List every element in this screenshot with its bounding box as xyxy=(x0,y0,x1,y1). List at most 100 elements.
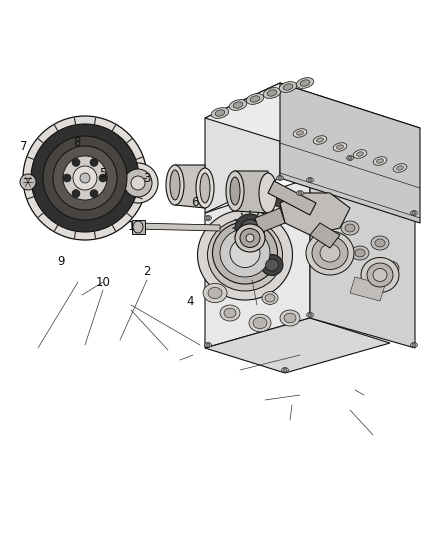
Circle shape xyxy=(412,343,416,347)
Circle shape xyxy=(206,216,210,220)
Polygon shape xyxy=(280,193,350,235)
Polygon shape xyxy=(280,83,420,223)
Ellipse shape xyxy=(262,292,278,304)
Ellipse shape xyxy=(276,175,283,181)
Ellipse shape xyxy=(293,129,307,138)
Ellipse shape xyxy=(265,259,279,271)
Ellipse shape xyxy=(220,229,270,277)
Ellipse shape xyxy=(385,264,395,272)
Circle shape xyxy=(31,124,139,232)
Ellipse shape xyxy=(246,94,264,104)
Circle shape xyxy=(80,173,90,183)
Circle shape xyxy=(308,313,312,317)
Circle shape xyxy=(298,191,302,195)
Ellipse shape xyxy=(212,222,278,284)
Ellipse shape xyxy=(355,249,365,257)
Circle shape xyxy=(72,190,80,198)
Ellipse shape xyxy=(307,177,314,182)
Circle shape xyxy=(131,176,145,190)
Ellipse shape xyxy=(336,145,343,149)
Text: 4: 4 xyxy=(187,295,194,308)
Ellipse shape xyxy=(261,254,283,276)
Text: 9: 9 xyxy=(57,255,65,268)
Ellipse shape xyxy=(265,294,275,302)
Ellipse shape xyxy=(296,78,314,88)
Ellipse shape xyxy=(333,143,347,151)
Polygon shape xyxy=(255,208,285,233)
Ellipse shape xyxy=(233,102,243,108)
Circle shape xyxy=(90,190,98,198)
Ellipse shape xyxy=(346,156,353,160)
Ellipse shape xyxy=(410,211,417,215)
Ellipse shape xyxy=(220,305,240,321)
Ellipse shape xyxy=(166,165,184,205)
Ellipse shape xyxy=(377,159,383,163)
Circle shape xyxy=(124,169,152,197)
Circle shape xyxy=(412,211,416,215)
Circle shape xyxy=(53,146,117,210)
Circle shape xyxy=(90,158,98,166)
Polygon shape xyxy=(175,165,205,208)
Text: 5: 5 xyxy=(99,167,106,180)
Ellipse shape xyxy=(259,173,277,213)
Ellipse shape xyxy=(367,263,393,287)
Polygon shape xyxy=(132,220,145,234)
Ellipse shape xyxy=(280,310,300,326)
Ellipse shape xyxy=(373,157,387,165)
Ellipse shape xyxy=(211,108,229,118)
Circle shape xyxy=(63,174,71,182)
Ellipse shape xyxy=(196,168,214,208)
Text: 6: 6 xyxy=(191,196,199,209)
Ellipse shape xyxy=(267,90,277,96)
Ellipse shape xyxy=(198,210,293,300)
Ellipse shape xyxy=(230,238,260,268)
Circle shape xyxy=(72,158,80,166)
Text: 10: 10 xyxy=(95,276,110,289)
Ellipse shape xyxy=(246,234,254,242)
Ellipse shape xyxy=(410,343,417,348)
Polygon shape xyxy=(30,175,50,185)
Ellipse shape xyxy=(205,343,212,348)
Ellipse shape xyxy=(229,100,247,110)
Ellipse shape xyxy=(208,219,283,291)
Ellipse shape xyxy=(396,166,403,170)
Ellipse shape xyxy=(241,220,259,237)
Ellipse shape xyxy=(282,367,289,373)
Text: 1: 1 xyxy=(127,220,135,233)
Polygon shape xyxy=(135,223,220,231)
Ellipse shape xyxy=(250,96,260,102)
Ellipse shape xyxy=(284,313,296,323)
Ellipse shape xyxy=(224,308,236,318)
Circle shape xyxy=(99,174,107,182)
Ellipse shape xyxy=(351,246,369,260)
Circle shape xyxy=(23,116,147,240)
Polygon shape xyxy=(350,277,385,301)
Text: 7: 7 xyxy=(20,140,28,153)
Ellipse shape xyxy=(381,261,399,275)
Circle shape xyxy=(118,163,158,203)
Ellipse shape xyxy=(375,239,385,247)
Ellipse shape xyxy=(215,110,225,116)
Ellipse shape xyxy=(240,229,260,247)
Circle shape xyxy=(348,156,352,160)
Text: 3: 3 xyxy=(143,172,150,185)
Ellipse shape xyxy=(297,131,304,135)
Polygon shape xyxy=(205,318,390,373)
Ellipse shape xyxy=(300,80,310,86)
Text: 8: 8 xyxy=(73,136,80,149)
Polygon shape xyxy=(268,181,316,215)
Ellipse shape xyxy=(317,138,323,142)
Polygon shape xyxy=(268,195,305,215)
Ellipse shape xyxy=(393,164,407,172)
Ellipse shape xyxy=(353,150,367,158)
Ellipse shape xyxy=(226,171,244,211)
Ellipse shape xyxy=(307,312,314,318)
Ellipse shape xyxy=(297,190,304,196)
Ellipse shape xyxy=(371,236,389,250)
Circle shape xyxy=(73,166,97,190)
Ellipse shape xyxy=(373,269,387,281)
Ellipse shape xyxy=(170,170,180,200)
Ellipse shape xyxy=(21,176,35,188)
Ellipse shape xyxy=(341,221,359,235)
Ellipse shape xyxy=(313,136,327,144)
